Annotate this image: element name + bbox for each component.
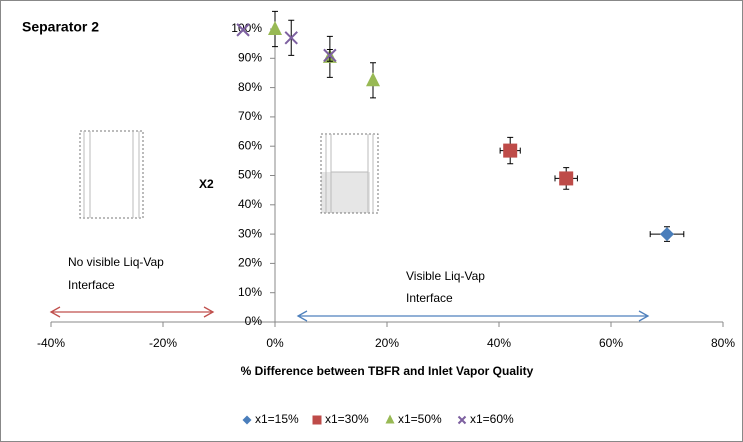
legend-label: x1=50% bbox=[398, 412, 442, 426]
marker bbox=[268, 21, 282, 35]
x-axis-label: % Difference between TBFR and Inlet Vapo… bbox=[241, 364, 534, 378]
marker bbox=[284, 31, 298, 45]
annotation-line: No visible Liq-Vap bbox=[68, 255, 164, 269]
y-tick-label: 40% bbox=[238, 197, 262, 211]
legend-marker bbox=[242, 415, 252, 425]
y-tick-label: 20% bbox=[238, 256, 262, 270]
x-tick-label: -20% bbox=[149, 336, 177, 350]
marker bbox=[503, 143, 518, 158]
separator-liquid bbox=[320, 133, 379, 214]
x-tick-label: 40% bbox=[487, 336, 511, 350]
arrow-no-interface bbox=[49, 306, 215, 318]
y-axis-label: X2 bbox=[199, 177, 214, 191]
y-tick-label: 90% bbox=[238, 50, 262, 64]
x-tick-label: -40% bbox=[37, 336, 65, 350]
marker bbox=[559, 171, 574, 186]
legend-label: x1=30% bbox=[325, 412, 369, 426]
y-tick-label: 60% bbox=[238, 138, 262, 152]
legend-label: x1=15% bbox=[255, 412, 299, 426]
annotation-line: Interface bbox=[68, 278, 115, 292]
legend-label: x1=60% bbox=[470, 412, 514, 426]
y-tick-label: 80% bbox=[238, 80, 262, 94]
legend-marker bbox=[312, 415, 322, 425]
legend-marker bbox=[385, 414, 395, 424]
y-tick-label: 10% bbox=[238, 285, 262, 299]
marker bbox=[660, 227, 674, 242]
x-tick-label: 60% bbox=[599, 336, 623, 350]
annotation-line: Interface bbox=[406, 291, 453, 305]
marker bbox=[236, 23, 250, 37]
chart-title: Separator 2 bbox=[22, 19, 99, 35]
separator-empty bbox=[79, 130, 144, 219]
x-tick-label: 80% bbox=[711, 336, 735, 350]
annotation-line: Visible Liq-Vap bbox=[406, 269, 485, 283]
legend-marker bbox=[457, 415, 467, 425]
y-tick-label: 70% bbox=[238, 109, 262, 123]
x-tick-label: 20% bbox=[375, 336, 399, 350]
arrow-interface bbox=[296, 310, 650, 322]
x-tick-label: 0% bbox=[266, 336, 284, 350]
y-tick-label: 30% bbox=[238, 226, 262, 240]
marker bbox=[366, 72, 380, 87]
marker bbox=[323, 48, 337, 63]
y-tick-label: 50% bbox=[238, 168, 262, 182]
y-tick-label: 0% bbox=[245, 314, 263, 328]
